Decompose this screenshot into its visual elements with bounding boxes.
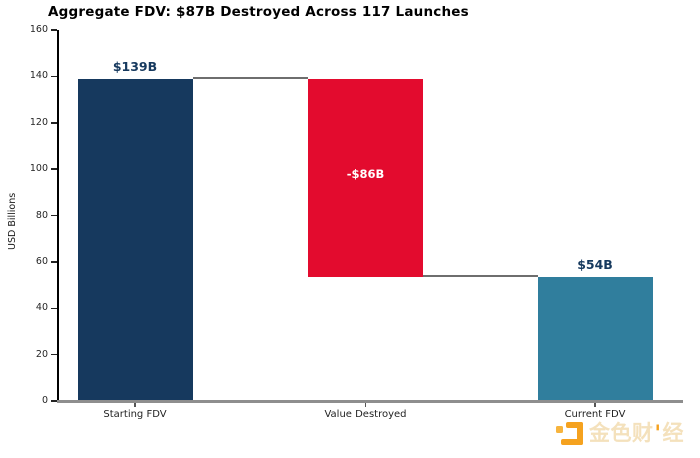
bar-value-label: $54B <box>577 256 613 272</box>
bar-value-label: -$86B <box>346 166 385 181</box>
logo-bottom-bar <box>561 438 583 445</box>
bar-current-fdv <box>537 276 653 401</box>
y-tick-label: 120 <box>29 116 48 128</box>
y-tick-label: 60 <box>35 255 48 267</box>
y-tick-label: 0 <box>41 395 48 406</box>
x-tick-mark <box>594 403 596 407</box>
x-tick-mark <box>134 403 136 407</box>
y-tick-mark <box>51 29 57 31</box>
bar-value-destroyed <box>308 78 423 277</box>
y-tick-label: 40 <box>35 302 48 314</box>
logo-right-bar <box>577 421 583 445</box>
y-tick-mark <box>51 307 57 309</box>
connector-line <box>192 77 308 80</box>
y-axis-line <box>57 30 59 402</box>
y-tick-label: 80 <box>35 209 48 221</box>
y-tick-label: 160 <box>29 24 48 35</box>
x-axis-line <box>57 400 683 403</box>
watermark-text: 金色财'经 <box>589 420 684 446</box>
watermark-text-left: 金色财 <box>589 421 654 445</box>
y-tick-label: 140 <box>29 70 48 82</box>
jinse-logo-icon <box>556 421 584 445</box>
connector-line <box>423 275 538 278</box>
watermark: 金色财'经 <box>556 419 684 447</box>
y-tick-mark <box>51 353 57 356</box>
y-tick-mark <box>51 400 57 402</box>
y-tick-mark <box>51 261 57 263</box>
bar-value-label: $139B <box>112 58 158 74</box>
bar-starting-fdv <box>77 78 193 401</box>
chart-title: Aggregate FDV: $87B Destroyed Across 117… <box>48 4 469 20</box>
y-tick-mark <box>51 214 57 217</box>
logo-square-accent <box>556 425 563 433</box>
x-tick-label-current-fdv: Current FDV <box>564 409 626 420</box>
y-tick-label: 100 <box>29 163 48 175</box>
logo-top-bar <box>566 421 583 428</box>
y-tick-mark <box>51 168 57 170</box>
watermark-text-right: 经 <box>662 421 684 445</box>
y-tick-mark <box>51 75 57 78</box>
x-tick-label-starting-fdv: Starting FDV <box>103 409 167 420</box>
x-tick-mark <box>364 403 367 407</box>
watermark-apostrophe: ' <box>654 421 662 445</box>
y-tick-label: 20 <box>35 348 48 360</box>
y-tick-mark <box>51 122 57 124</box>
x-tick-label-value-destroyed: Value Destroyed <box>324 409 407 420</box>
